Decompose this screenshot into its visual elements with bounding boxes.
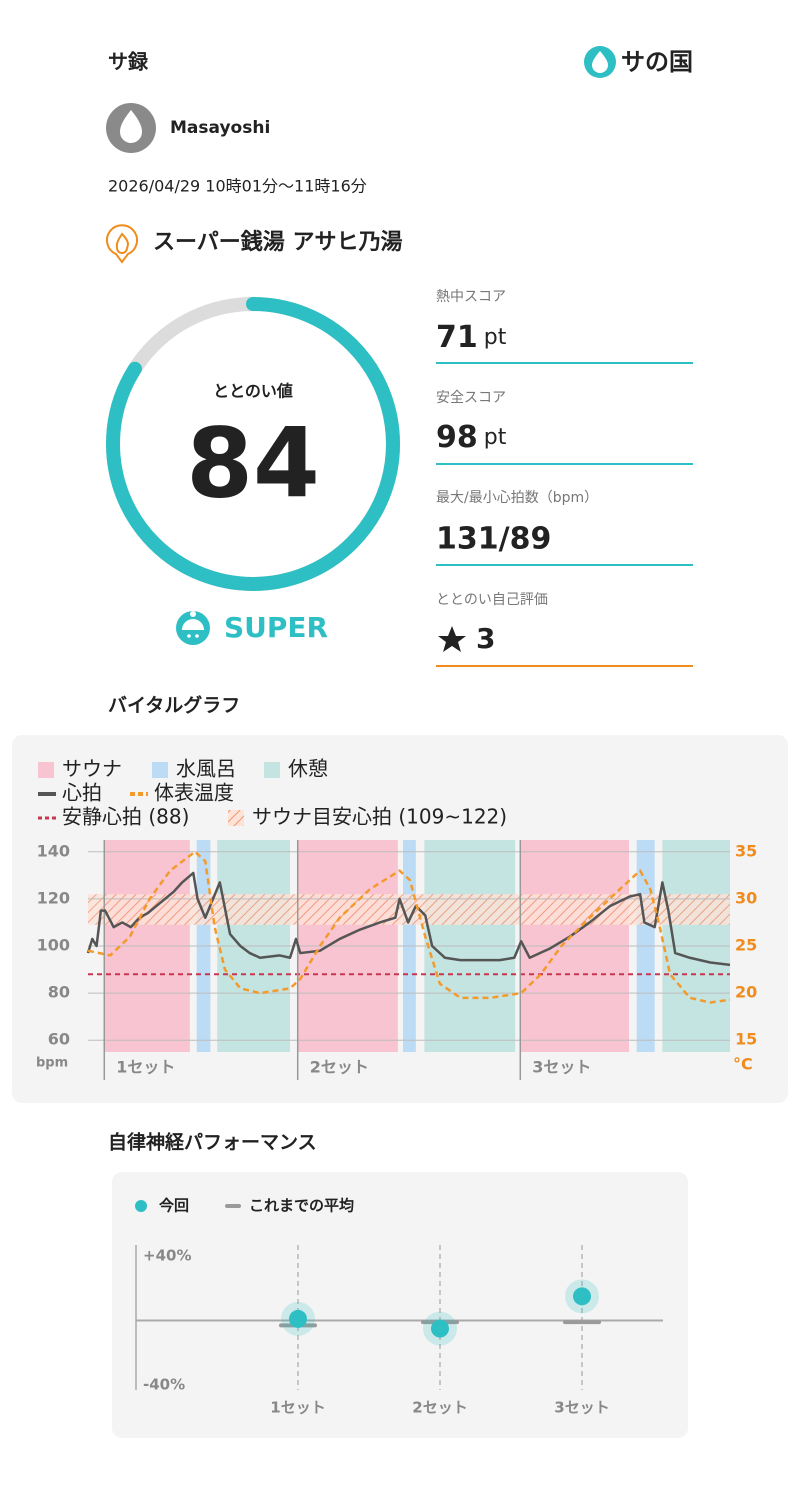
legend-label: 水風呂 (176, 757, 236, 781)
current-point (289, 1309, 307, 1328)
set-label: 2セット (310, 1058, 369, 1077)
stat-value: 98 pt (436, 420, 507, 455)
y-tick-label: 140 (37, 841, 70, 860)
stat-value: 3 (476, 622, 495, 655)
brand-name: サの国 (621, 48, 693, 76)
current-point (573, 1287, 591, 1306)
stat-number: 98 (436, 420, 478, 455)
legend-label: サウナ目安心拍 (109~122) (252, 805, 507, 829)
current-point (431, 1319, 449, 1338)
y-tick-label: -40% (143, 1376, 185, 1394)
brand-drop (592, 51, 608, 73)
facility-name: スーパー銭湯 アサヒ乃湯 (153, 229, 402, 255)
x-tick-label: 3セット (554, 1399, 609, 1417)
legend-swatch (225, 1204, 241, 1208)
average-mark (563, 1320, 601, 1325)
legend-swatch (135, 1200, 147, 1212)
gauge-arc (106, 297, 400, 591)
legend-label: サウナ (62, 757, 122, 781)
y2-tick-label: 30 (735, 888, 757, 907)
x-tick-label: 1セット (270, 1399, 325, 1417)
legend-swatch (228, 810, 244, 826)
autonomic-card (112, 1172, 688, 1438)
stat-label: 安全スコア (436, 390, 506, 406)
session-datetime: 2026/04/29 10時01分〜11時16分 (108, 177, 367, 196)
stat-value: 71 pt (436, 320, 507, 355)
stat-unit: pt (484, 425, 507, 450)
y2-tick-label: 35 (735, 841, 757, 860)
y2-axis-unit: °C (733, 1055, 753, 1074)
legend-swatch (38, 762, 54, 778)
stat-label: 最大/最小心拍数（bpm） (436, 490, 598, 506)
legend-label: 体表温度 (154, 781, 234, 805)
rank-icon (176, 611, 210, 645)
y-tick-label: 80 (48, 983, 70, 1002)
rank: SUPER (224, 611, 328, 644)
legend-label: これまでの平均 (249, 1197, 354, 1215)
stat-unit: pt (484, 325, 507, 350)
y-tick-label: 60 (48, 1030, 70, 1049)
legend-label: 休憩 (288, 757, 328, 781)
legend-label: 今回 (159, 1197, 189, 1215)
score-value: 84 (186, 407, 320, 519)
legend-swatch (152, 762, 168, 778)
legend-label: 安静心拍 (88) (62, 805, 189, 829)
section-title: バイタルグラフ (108, 694, 240, 717)
temperature-line (87, 850, 731, 1004)
x-tick-label: 2セット (412, 1399, 467, 1417)
section-title: 自律神経パフォーマンス (108, 1131, 317, 1154)
stat-number: 71 (436, 320, 478, 355)
stat-value: 131/89 (436, 522, 551, 557)
y2-tick-label: 25 (735, 936, 757, 955)
y2-tick-label: 15 (735, 1030, 757, 1049)
autonomic-chart: +40% -40% 1セット 2セット 3セット 今回 これまでの平均 (135, 1197, 663, 1417)
legend-swatch (264, 762, 280, 778)
facility-icon (106, 224, 138, 264)
set-label: 1セット (116, 1058, 175, 1077)
stat-label: ととのい自己評価 (436, 592, 548, 608)
y-axis-unit: bpm (36, 1056, 68, 1071)
y-tick-label: 100 (37, 936, 70, 955)
avatar-drop (120, 110, 142, 143)
y-tick-label: +40% (143, 1247, 191, 1265)
set-label: 3セット (532, 1058, 591, 1077)
heart-rate-line (86, 871, 731, 967)
app-title: サ録 (108, 50, 149, 74)
vital-chart: 60 80 100 120 140 15 20 25 30 35 bpm °C 1セット 2セット 3セット… (36, 757, 757, 1080)
score-label: ととのい値 (213, 382, 293, 401)
y2-tick-label: 20 (735, 983, 757, 1002)
stat-label: 熱中スコア (436, 289, 506, 305)
star-icon (438, 626, 466, 652)
user-name: Masayoshi (170, 118, 270, 138)
y-tick-label: 120 (37, 888, 70, 907)
legend-label: 心拍 (62, 781, 102, 805)
